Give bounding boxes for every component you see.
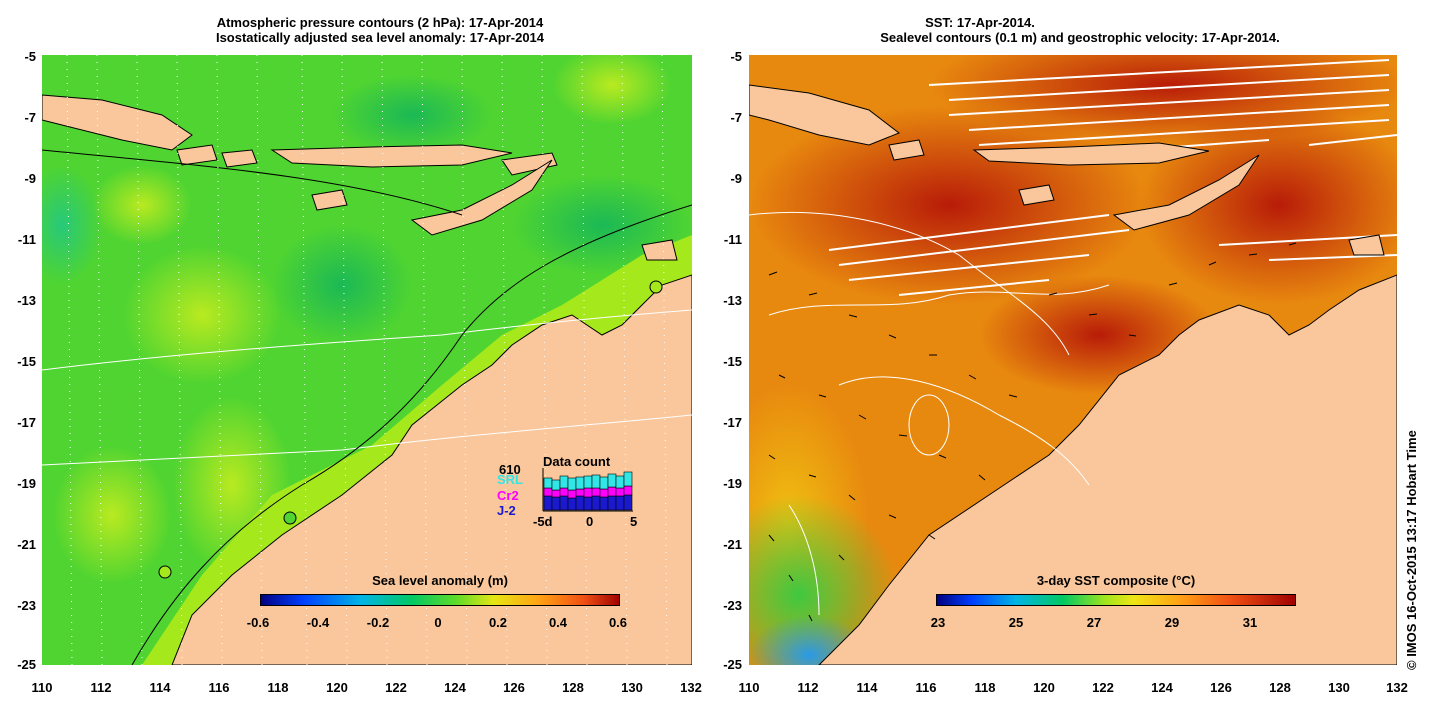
- left-colorbar-tick: 0: [434, 615, 442, 630]
- right-x-tick: 114: [856, 680, 878, 695]
- right-y-tick: -15: [723, 354, 742, 369]
- left-colorbar-label: Sea level anomaly (m): [372, 573, 508, 588]
- left-x-tick: 130: [621, 680, 643, 695]
- data-count-xtick: 5: [630, 514, 638, 529]
- left-y-tick: -21: [17, 537, 36, 552]
- satellite-label-j2: J-2: [497, 503, 516, 518]
- left-map: [42, 55, 692, 665]
- right-title-line1: SST: 17-Apr-2014.: [925, 15, 1035, 30]
- right-x-tick: 112: [797, 680, 819, 695]
- right-colorbar-tick: 25: [1008, 615, 1024, 630]
- left-y-tick: -15: [17, 354, 36, 369]
- right-x-tick: 122: [1092, 680, 1114, 695]
- right-x-tick: 124: [1151, 680, 1173, 695]
- velocity-arrows: [768, 242, 1297, 622]
- right-y-tick: -21: [723, 537, 742, 552]
- imos-credit: © IMOS 16-Oct-2015 13:17 Hobart Time: [1404, 430, 1419, 670]
- data-count-xtick: 0: [586, 514, 594, 529]
- left-title-line1: Atmospheric pressure contours (2 hPa): 1…: [216, 15, 544, 30]
- right-y-tick: -7: [730, 110, 742, 125]
- right-colorbar-tick: 29: [1164, 615, 1180, 630]
- right-title-line2: Sealevel contours (0.1 m) and geostrophi…: [880, 30, 1280, 45]
- left-y-tick: -11: [17, 232, 36, 247]
- right-x-tick: 120: [1033, 680, 1055, 695]
- left-colorbar-tick: -0.2: [366, 615, 390, 630]
- right-colorbar-tick: 27: [1086, 615, 1102, 630]
- left-title-line2: Isostatically adjusted sea level anomaly…: [215, 30, 545, 45]
- right-colorbar: [936, 594, 1296, 606]
- left-x-tick: 110: [31, 680, 53, 695]
- left-colorbar: [260, 594, 620, 606]
- left-y-tick: -5: [24, 49, 36, 64]
- right-colorbar-label: 3-day SST composite (°C): [1036, 573, 1196, 588]
- right-colorbar-tick: 23: [930, 615, 946, 630]
- right-x-tick: 116: [915, 680, 937, 695]
- left-colorbar-tick: 0.2: [488, 615, 508, 630]
- right-x-tick: 118: [974, 680, 996, 695]
- right-x-tick: 110: [738, 680, 760, 695]
- right-x-tick: 126: [1210, 680, 1232, 695]
- right-colorbar-tick: 31: [1242, 615, 1258, 630]
- left-x-tick: 126: [503, 680, 525, 695]
- left-y-tick: -13: [17, 293, 36, 308]
- left-y-tick: -9: [24, 171, 36, 186]
- data-count-xtick: -5d: [533, 514, 553, 529]
- left-x-tick: 112: [90, 680, 112, 695]
- left-y-tick: -25: [17, 657, 36, 672]
- right-map: [749, 55, 1397, 665]
- left-x-tick: 124: [444, 680, 466, 695]
- right-x-tick: 130: [1328, 680, 1350, 695]
- satellite-label-srl: SRL: [497, 472, 523, 487]
- left-y-tick: -17: [17, 415, 36, 430]
- right-y-tick: -25: [723, 657, 742, 672]
- left-x-tick: 132: [680, 680, 702, 695]
- left-x-tick: 116: [208, 680, 230, 695]
- right-y-tick: -23: [723, 598, 742, 613]
- right-y-tick: -13: [723, 293, 742, 308]
- left-colorbar-tick: -0.6: [246, 615, 270, 630]
- right-y-tick: -17: [723, 415, 742, 430]
- right-x-tick: 132: [1386, 680, 1408, 695]
- right-y-tick: -5: [730, 49, 742, 64]
- data-count-title: Data count: [543, 454, 611, 469]
- left-x-tick: 120: [326, 680, 348, 695]
- right-y-tick: -9: [730, 171, 742, 186]
- left-y-tick: -19: [17, 476, 36, 491]
- left-colorbar-tick: 0.4: [548, 615, 568, 630]
- data-count-histogram: [542, 468, 633, 512]
- right-y-tick: -19: [723, 476, 742, 491]
- left-y-tick: -7: [24, 110, 36, 125]
- left-x-tick: 114: [149, 680, 171, 695]
- left-colorbar-tick: -0.4: [306, 615, 330, 630]
- right-y-tick: -11: [723, 232, 742, 247]
- left-x-tick: 128: [562, 680, 584, 695]
- left-x-tick: 118: [267, 680, 289, 695]
- left-y-tick: -23: [17, 598, 36, 613]
- left-x-tick: 122: [385, 680, 407, 695]
- data-count-total: 610: [499, 462, 521, 477]
- satellite-label-cr2: Cr2: [497, 488, 519, 503]
- right-x-tick: 128: [1269, 680, 1291, 695]
- left-colorbar-tick: 0.6: [608, 615, 628, 630]
